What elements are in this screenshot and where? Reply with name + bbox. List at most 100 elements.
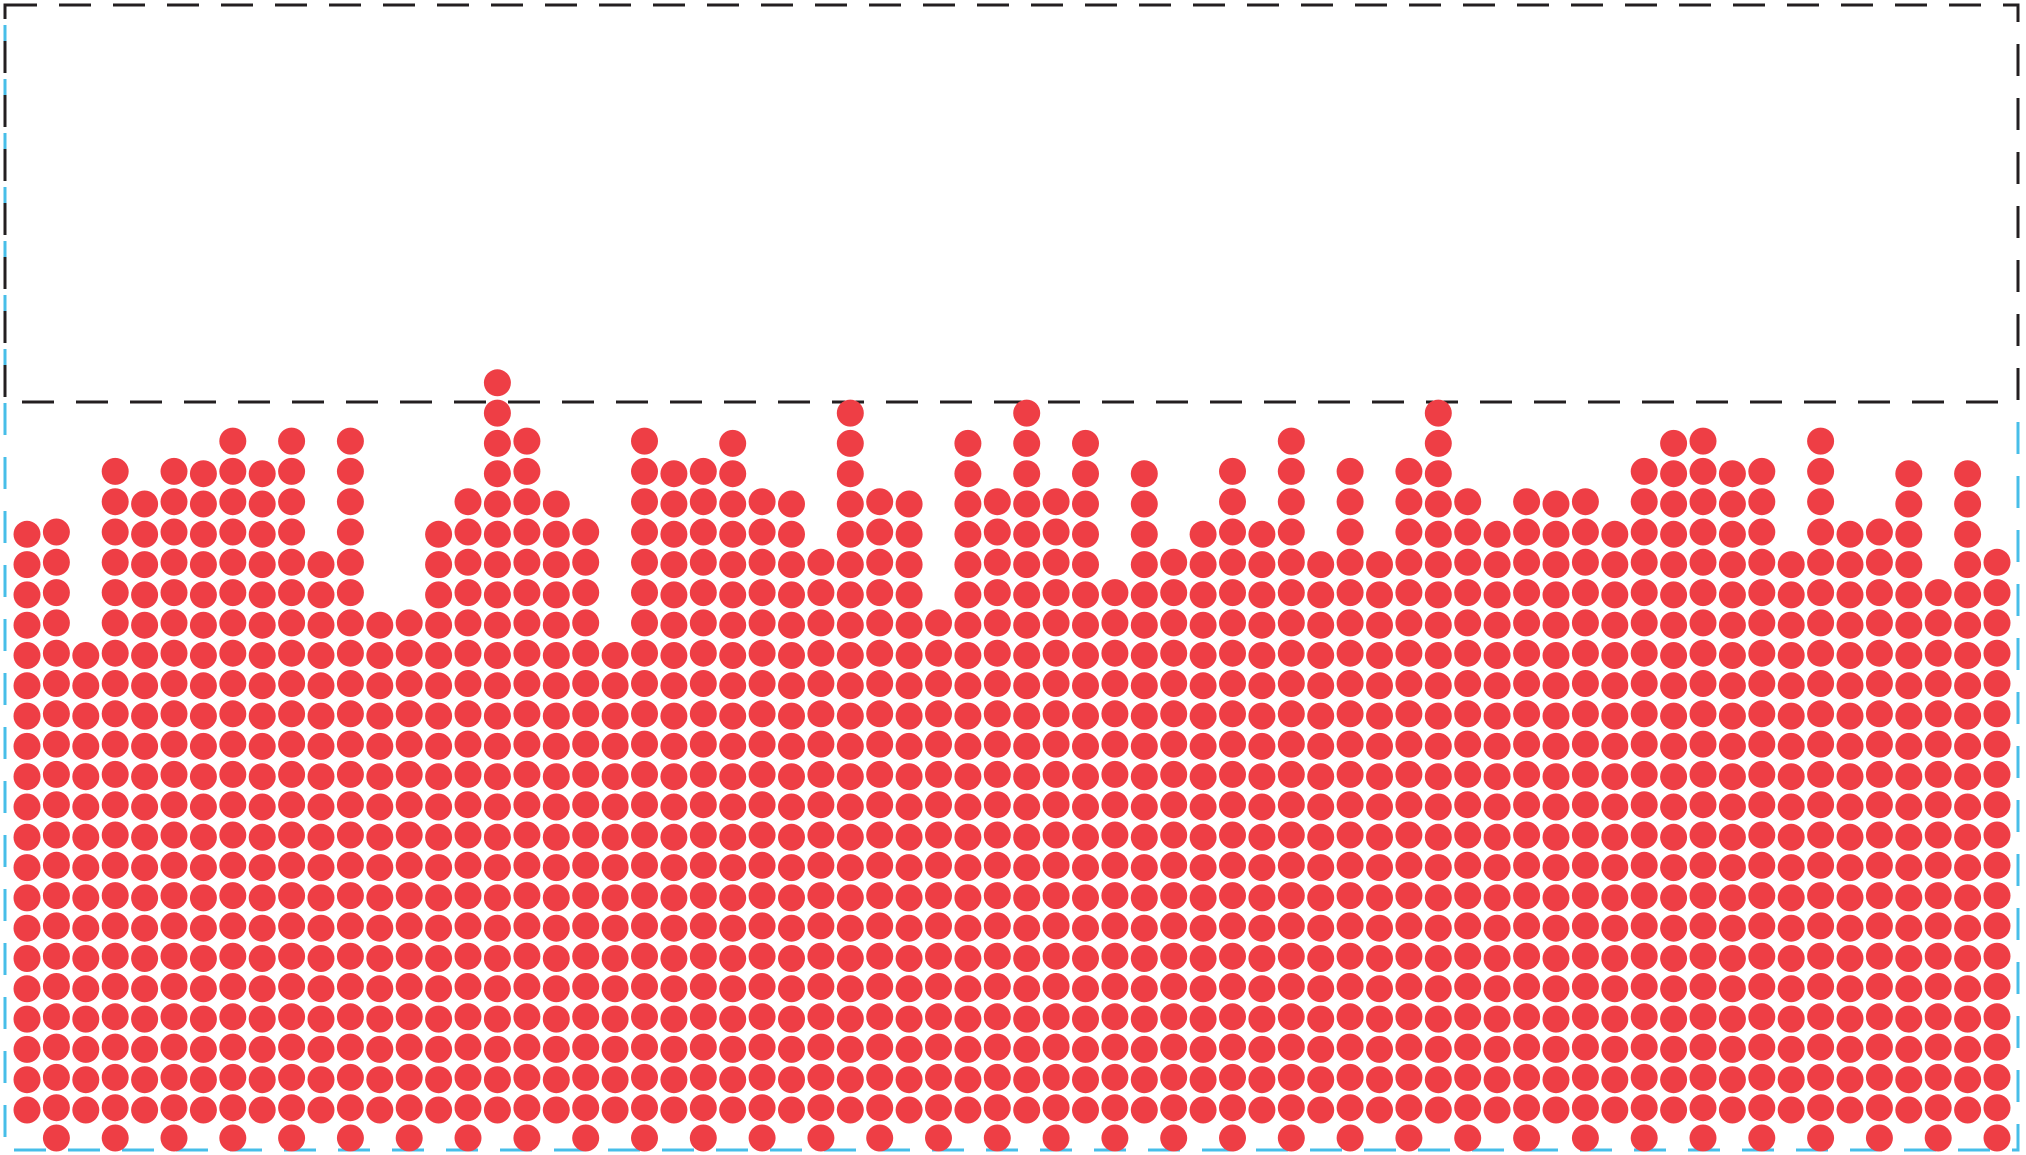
particle-dot	[1983, 700, 2011, 728]
particle-dot	[689, 973, 717, 1000]
particle-dot	[1395, 851, 1423, 879]
particle-dot	[1072, 854, 1099, 882]
particle-dot	[836, 1005, 864, 1033]
particle-dot	[1983, 973, 2011, 1000]
particle-dot	[1483, 611, 1511, 639]
particle-dot	[13, 763, 41, 791]
particle-dot	[1395, 882, 1423, 910]
particle-dot	[1013, 732, 1041, 760]
particle-dot	[219, 821, 247, 849]
particle-dot	[572, 1094, 600, 1122]
particle-dot	[572, 821, 600, 849]
particle-dot	[395, 1063, 423, 1091]
particle-dot	[219, 518, 247, 546]
particle-dot	[1807, 730, 1835, 758]
particle-dot	[278, 457, 306, 485]
particle-dot	[1366, 672, 1393, 700]
particle-dot	[1601, 945, 1629, 972]
particle-dot	[1630, 1063, 1658, 1091]
particle-dot	[1601, 854, 1629, 882]
particle-dot	[983, 488, 1011, 516]
particle-dot	[1395, 1003, 1423, 1031]
particle-dot	[1248, 520, 1276, 548]
particle-dot	[1336, 821, 1364, 849]
particle-dot	[866, 1124, 894, 1152]
particle-dot	[513, 942, 541, 970]
particle-dot	[1277, 942, 1305, 970]
particle-dot	[336, 700, 364, 728]
particle-dot	[1542, 763, 1570, 791]
particle-dot	[1013, 793, 1041, 821]
particle-dot	[219, 942, 247, 970]
particle-dot	[278, 1124, 306, 1152]
particle-dot	[807, 973, 835, 1000]
particle-dot	[1954, 581, 1982, 609]
particle-dot	[72, 975, 100, 1003]
particle-dot	[101, 518, 129, 546]
particle-dot	[42, 579, 70, 607]
particle-dot	[1160, 1063, 1188, 1091]
particle-dot	[778, 551, 805, 579]
particle-dot	[1689, 427, 1717, 455]
particle-dot	[336, 942, 364, 970]
particle-dot	[1042, 700, 1070, 728]
particle-dot	[601, 793, 629, 821]
particle-dot	[601, 1005, 629, 1033]
particle-dot	[1954, 763, 1982, 791]
particle-dot	[1542, 520, 1570, 548]
particle-dot	[1072, 1035, 1099, 1063]
particle-dot	[454, 821, 482, 849]
particle-dot	[836, 793, 864, 821]
particle-dot	[483, 1035, 511, 1063]
particle-dot	[219, 1033, 247, 1061]
particle-dot	[1689, 973, 1717, 1000]
particle-dot	[983, 579, 1011, 607]
particle-dot	[1454, 700, 1482, 728]
particle-dot	[1042, 1063, 1070, 1091]
particle-dot	[925, 1033, 952, 1061]
particle-dot	[1483, 854, 1511, 882]
particle-dot	[1542, 732, 1570, 760]
particle-dot	[1424, 1066, 1452, 1094]
particle-dot	[1689, 1003, 1717, 1031]
particle-dot	[131, 672, 159, 700]
particle-dot	[660, 884, 688, 912]
particle-dot	[1130, 1035, 1158, 1063]
particle-dot	[689, 1033, 717, 1061]
particle-dot	[1807, 791, 1835, 819]
particle-dot	[866, 912, 894, 940]
particle-dot	[1660, 581, 1688, 609]
particle-dot	[1072, 763, 1099, 791]
particle-dot	[1042, 609, 1070, 637]
particle-dot	[1424, 672, 1452, 700]
particle-dot	[160, 579, 188, 607]
particle-dot	[131, 642, 159, 669]
particle-dot	[1601, 914, 1629, 942]
particle-dot	[748, 579, 776, 607]
particle-dot	[1366, 1005, 1393, 1033]
particle-dot	[189, 1066, 217, 1094]
particle-dot	[1689, 912, 1717, 940]
particle-dot	[748, 821, 776, 849]
particle-dot	[483, 460, 511, 488]
particle-dot	[513, 912, 541, 940]
particle-dot	[425, 1035, 453, 1063]
particle-dot	[1836, 702, 1864, 730]
particle-dot	[1454, 912, 1482, 940]
particle-dot	[1689, 1063, 1717, 1091]
particle-dot	[1777, 1035, 1805, 1063]
particle-dot	[1630, 457, 1658, 485]
particle-dot	[1777, 945, 1805, 972]
particle-dot	[278, 791, 306, 819]
particle-dot	[425, 702, 453, 730]
particle-dot	[542, 732, 570, 760]
particle-dot	[1924, 670, 1952, 697]
particle-dot	[866, 548, 894, 576]
particle-dot	[954, 975, 982, 1003]
particle-dot	[1219, 973, 1246, 1000]
particle-dot	[425, 945, 453, 972]
particle-dot	[1424, 914, 1452, 942]
particle-dot	[42, 973, 70, 1000]
particle-dot	[983, 730, 1011, 758]
particle-dot	[1248, 1066, 1276, 1094]
